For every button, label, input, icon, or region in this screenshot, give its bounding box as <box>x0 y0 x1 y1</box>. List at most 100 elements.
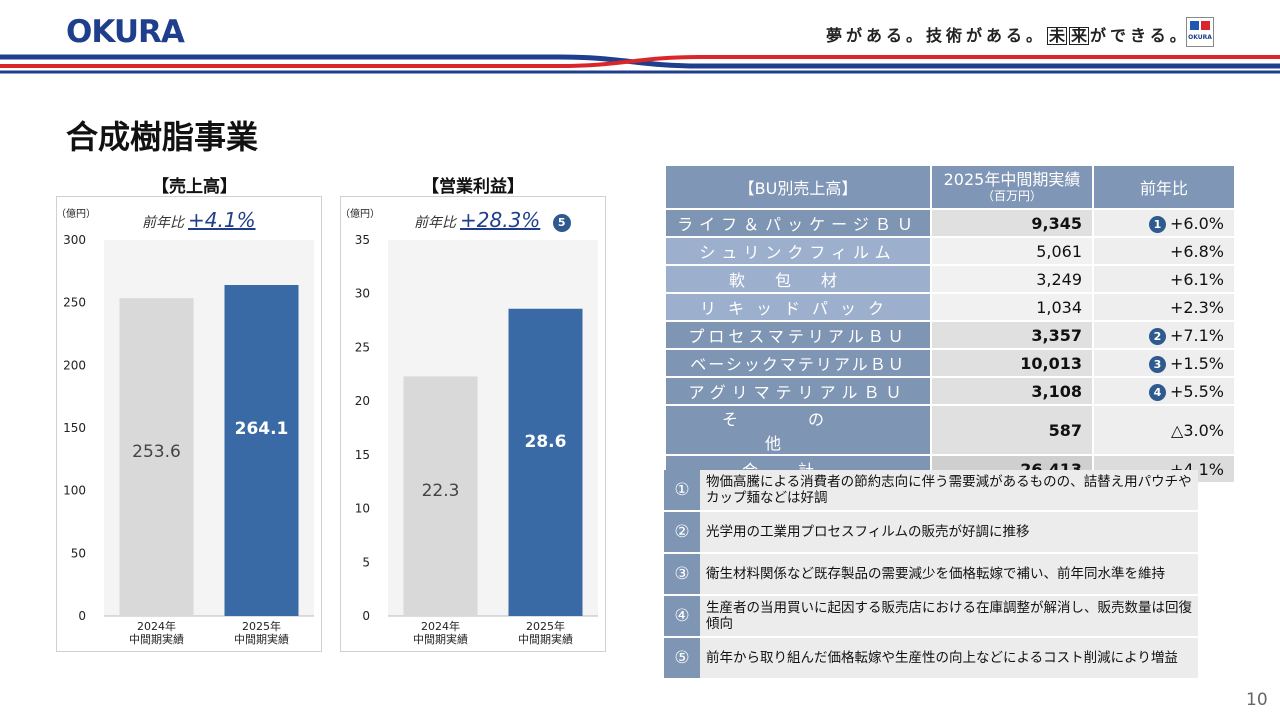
bu-row-yoy: 4 +5.5% <box>1094 378 1234 404</box>
bar <box>403 376 478 616</box>
bu-row-name: プロセスマテリアルＢＵ <box>666 322 930 348</box>
note-number: ② <box>664 512 700 552</box>
notes-table: ① 物価高騰による消費者の節約志向に伴う需要減があるものの、詰替え用パウチやカッ… <box>664 468 1198 680</box>
table-row: 軟包材 3,249 +6.1% <box>666 266 1234 292</box>
bu-header-value-unit: （百万円） <box>981 189 1042 203</box>
bu-row-yoy-text: +5.5% <box>1169 381 1224 401</box>
y-tick-label: 0 <box>362 609 370 623</box>
note-number: ④ <box>664 596 700 636</box>
table-row: シュリンクフィルム 5,061 +6.8% <box>666 238 1234 264</box>
note-text: 物価高騰による消費者の節約志向に伴う需要減があるものの、詰替え用パウチやカップ麺… <box>700 470 1198 510</box>
note-marker-icon: 2 <box>1148 327 1166 345</box>
bu-sales-table: 【BU別売上高】 2025年中間期実績 （百万円） 前年比 ライフ＆パッケージＢ… <box>664 164 1236 484</box>
note-row: ④ 生産者の当用買いに起因する販売店における在庫調整が解消し、販売数量は回復傾向 <box>664 596 1198 636</box>
x-tick-label: 中間期実績 <box>234 632 289 646</box>
y-tick-label: 35 <box>355 233 370 247</box>
bu-row-yoy: +6.1% <box>1094 266 1234 292</box>
okura-badge-icon: OKURA <box>1186 17 1214 47</box>
y-tick-label: 150 <box>63 421 86 435</box>
x-tick-label: 2024年 <box>137 619 176 633</box>
x-tick-label: 中間期実績 <box>129 632 184 646</box>
bu-row-name: ライフ＆パッケージＢＵ <box>666 210 930 236</box>
y-tick-label: 50 <box>71 546 86 560</box>
table-row: プロセスマテリアルＢＵ 3,357 2 +7.1% <box>666 322 1234 348</box>
bu-row-name: その他 <box>666 406 930 454</box>
bu-header-value-main: 2025年中間期実績 <box>943 170 1081 189</box>
profit-yoy-label: 前年比 <box>414 215 456 231</box>
table-row: リキッドパック 1,034 +2.3% <box>666 294 1234 320</box>
note-text: 生産者の当用買いに起因する販売店における在庫調整が解消し、販売数量は回復傾向 <box>700 596 1198 636</box>
note-row: ③ 衛生材料関係など既存製品の需要減少を価格転嫁で補い、前年同水準を維持 <box>664 554 1198 594</box>
badge-text: OKURA <box>1188 34 1212 41</box>
sales-yoy-label: 前年比 <box>142 215 184 231</box>
table-row: その他 587 △3.0% <box>666 406 1234 454</box>
bu-row-value: 3,357 <box>932 322 1092 348</box>
bu-row-yoy: 3 +1.5% <box>1094 350 1234 376</box>
note-number: ① <box>664 470 700 510</box>
bar <box>508 308 583 616</box>
y-tick-label: 0 <box>78 609 86 623</box>
sales-chart-unit: （億円） <box>56 209 96 220</box>
table-row: アグリマテリアルＢＵ 3,108 4 +5.5% <box>666 378 1234 404</box>
bar <box>119 298 194 616</box>
bu-row-yoy: 1 +6.0% <box>1094 210 1234 236</box>
bar-value-label: 264.1 <box>235 419 289 439</box>
bar-value-label: 253.6 <box>132 442 181 462</box>
x-tick-label: 中間期実績 <box>518 632 573 646</box>
header-stripes <box>0 54 1280 74</box>
bu-row-name: ベーシックマテリアルＢＵ <box>666 350 930 376</box>
y-tick-label: 15 <box>355 448 370 462</box>
bu-header-name: 【BU別売上高】 <box>666 166 930 208</box>
bu-row-value: 5,061 <box>932 238 1092 264</box>
okura-logo: OKURA <box>66 14 185 50</box>
y-tick-label: 200 <box>63 358 86 372</box>
bar-value-label: 28.6 <box>525 432 567 452</box>
tagline-box-2: 来 <box>1069 26 1090 45</box>
y-tick-label: 5 <box>362 555 370 569</box>
x-tick-label: 2024年 <box>421 619 460 633</box>
profit-yoy: 前年比 +28.3% 5 <box>414 208 571 232</box>
tagline-box-1: 未 <box>1047 26 1068 45</box>
sales-chart-title: 【売上高】 <box>152 177 237 197</box>
bu-row-yoy: 2 +7.1% <box>1094 322 1234 348</box>
note-row: ⑤ 前年から取り組んだ価格転嫁や生産性の向上などによるコスト削減により増益 <box>664 638 1198 678</box>
x-tick-label: 中間期実績 <box>413 632 468 646</box>
bu-row-yoy: +2.3% <box>1094 294 1234 320</box>
sales-yoy: 前年比 +4.1% <box>142 208 256 232</box>
bar-value-label: 22.3 <box>422 481 460 501</box>
bu-row-value: 1,034 <box>932 294 1092 320</box>
profit-chart-unit: （億円） <box>340 209 380 220</box>
y-tick-label: 300 <box>63 233 86 247</box>
table-row: ライフ＆パッケージＢＵ 9,345 1 +6.0% <box>666 210 1234 236</box>
bu-row-value: 10,013 <box>932 350 1092 376</box>
tagline-text-2: ができる。 <box>1090 26 1190 45</box>
bu-row-value: 3,249 <box>932 266 1092 292</box>
y-tick-label: 250 <box>63 296 86 310</box>
table-row: ベーシックマテリアルＢＵ 10,013 3 +1.5% <box>666 350 1234 376</box>
bu-row-yoy-text: +7.1% <box>1169 325 1224 345</box>
bu-row-yoy-text: +6.0% <box>1169 213 1224 233</box>
y-tick-label: 100 <box>63 484 86 498</box>
note-number: ⑤ <box>664 638 700 678</box>
bu-row-value: 9,345 <box>932 210 1092 236</box>
sales-yoy-value: +4.1% <box>188 208 256 232</box>
bu-row-name: リキッドパック <box>666 294 930 320</box>
note-text: 前年から取り組んだ価格転嫁や生産性の向上などによるコスト削減により増益 <box>700 638 1198 678</box>
x-tick-label: 2025年 <box>526 619 565 633</box>
note-text: 光学用の工業用プロセスフィルムの販売が好調に推移 <box>700 512 1198 552</box>
note-number: ③ <box>664 554 700 594</box>
x-tick-label: 2025年 <box>242 619 281 633</box>
bu-table-header-row: 【BU別売上高】 2025年中間期実績 （百万円） 前年比 <box>666 166 1234 208</box>
note-row: ① 物価高騰による消費者の節約志向に伴う需要減があるものの、詰替え用パウチやカッ… <box>664 470 1198 510</box>
y-tick-label: 30 <box>355 287 370 301</box>
page-title: 合成樹脂事業 <box>66 118 259 156</box>
bu-row-yoy: △3.0% <box>1094 406 1234 454</box>
note-marker-icon: 3 <box>1148 355 1166 373</box>
y-tick-label: 20 <box>355 394 370 408</box>
profit-note-marker-icon: 5 <box>552 214 571 232</box>
profit-chart-title: 【営業利益】 <box>422 177 524 197</box>
bu-header-value: 2025年中間期実績 （百万円） <box>932 166 1092 208</box>
bu-row-name: 軟包材 <box>666 266 930 292</box>
